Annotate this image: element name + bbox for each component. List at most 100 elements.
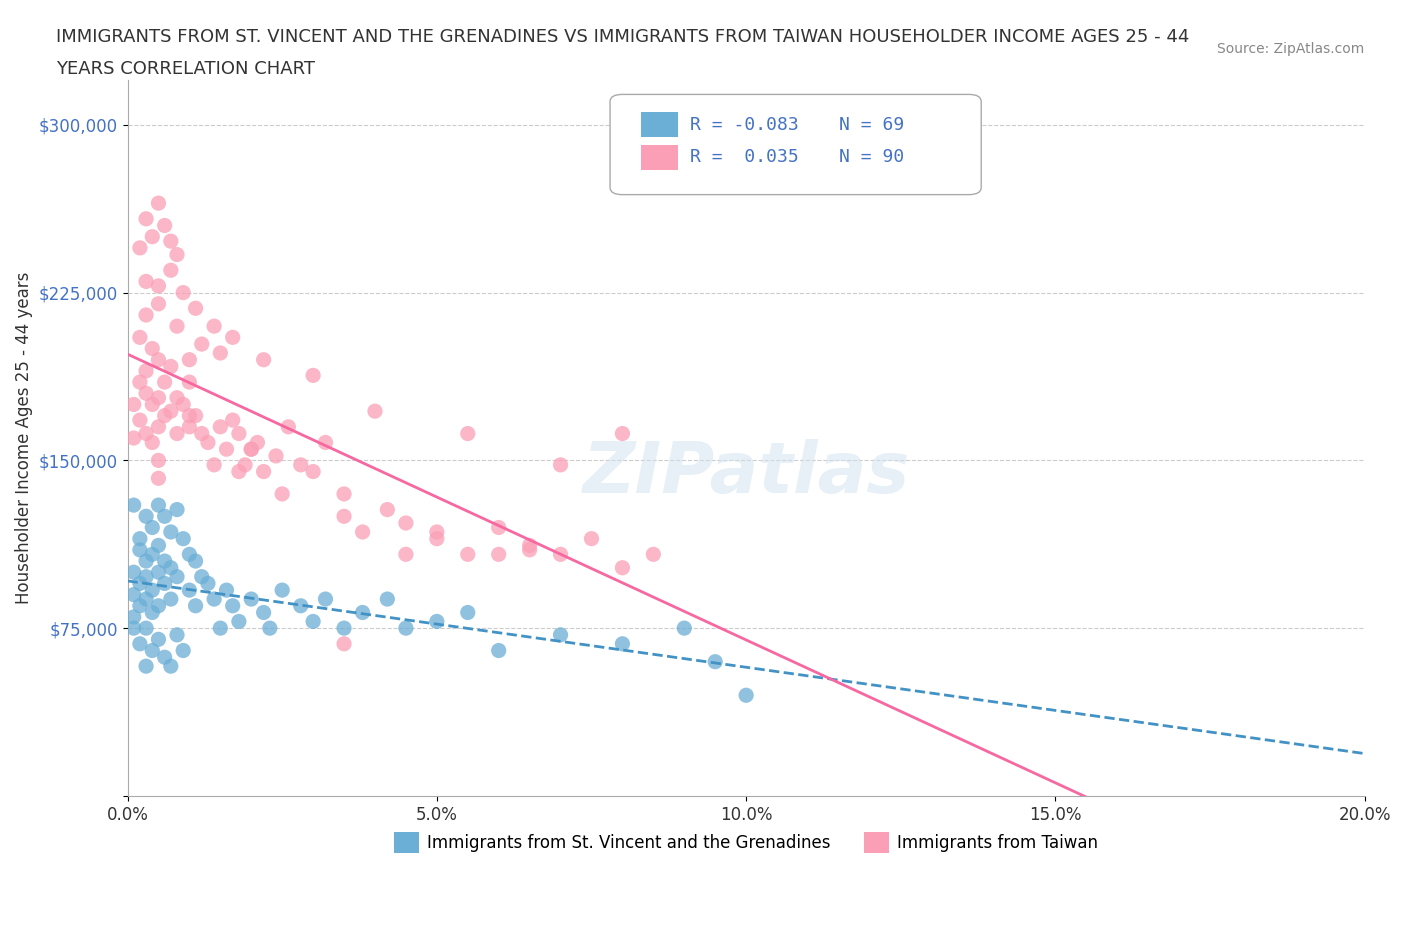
Text: N = 90: N = 90	[839, 149, 904, 166]
Point	[735, 688, 758, 703]
Point	[277, 419, 299, 434]
Point	[141, 341, 163, 356]
Point	[160, 525, 183, 539]
Point	[122, 609, 145, 624]
Y-axis label: Householder Income Ages 25 - 44 years: Householder Income Ages 25 - 44 years	[15, 272, 32, 604]
Text: ZIPatlas: ZIPatlas	[582, 439, 910, 509]
Point	[160, 233, 183, 248]
Point	[333, 620, 356, 635]
Point	[395, 547, 418, 562]
Point	[550, 547, 572, 562]
Point	[197, 576, 219, 591]
Point	[135, 553, 157, 568]
Point	[135, 569, 157, 584]
Point	[228, 464, 250, 479]
Point	[426, 614, 449, 629]
Point	[135, 591, 157, 606]
Point	[166, 502, 188, 517]
Point	[612, 426, 634, 441]
Point	[129, 241, 152, 256]
Point	[302, 464, 325, 479]
Point	[129, 413, 152, 428]
Point	[172, 397, 194, 412]
Point	[153, 218, 176, 232]
Point	[302, 614, 325, 629]
Point	[153, 509, 176, 524]
Point	[333, 486, 356, 501]
Point	[233, 458, 256, 472]
Point	[148, 391, 170, 405]
Point	[184, 300, 207, 315]
Bar	[641, 144, 678, 169]
Point	[129, 531, 152, 546]
Point	[673, 620, 696, 635]
Point	[333, 509, 356, 524]
Point	[215, 442, 238, 457]
Text: N = 69: N = 69	[839, 116, 904, 134]
Point	[221, 330, 243, 345]
Point	[519, 538, 541, 552]
Point	[129, 330, 152, 345]
Point	[148, 631, 170, 646]
Point	[643, 547, 665, 562]
Point	[314, 435, 336, 450]
Point	[191, 426, 214, 441]
Point	[148, 538, 170, 552]
Point	[141, 583, 163, 598]
Point	[197, 435, 219, 450]
Point	[550, 458, 572, 472]
Point	[135, 386, 157, 401]
Point	[153, 375, 176, 390]
Point	[141, 230, 163, 245]
Point	[148, 598, 170, 613]
Point	[141, 643, 163, 658]
Point	[179, 352, 201, 367]
Point	[395, 620, 418, 635]
Point	[148, 419, 170, 434]
Point	[141, 397, 163, 412]
Point	[135, 620, 157, 635]
Point	[488, 520, 510, 535]
Point	[141, 547, 163, 562]
Point	[704, 655, 727, 670]
Point	[221, 413, 243, 428]
Point	[148, 297, 170, 312]
Point	[141, 435, 163, 450]
Point	[352, 605, 374, 620]
Point	[271, 583, 294, 598]
Point	[202, 458, 225, 472]
Point	[375, 591, 398, 606]
Point	[202, 319, 225, 334]
Point	[612, 636, 634, 651]
Point	[191, 337, 214, 352]
Point	[179, 408, 201, 423]
Point	[160, 658, 183, 673]
Point	[375, 502, 398, 517]
Point	[135, 274, 157, 289]
Point	[129, 542, 152, 557]
Point	[259, 620, 281, 635]
Point	[246, 435, 269, 450]
Point	[179, 547, 201, 562]
Point	[122, 431, 145, 445]
Point	[519, 542, 541, 557]
Point	[129, 375, 152, 390]
Point	[179, 583, 201, 598]
Point	[148, 453, 170, 468]
Point	[179, 375, 201, 390]
Point	[166, 319, 188, 334]
Point	[426, 531, 449, 546]
Point	[153, 650, 176, 665]
Point	[148, 565, 170, 579]
Point	[172, 531, 194, 546]
Point	[240, 442, 263, 457]
Point	[252, 605, 274, 620]
Point	[129, 598, 152, 613]
Point	[122, 397, 145, 412]
Point	[172, 286, 194, 300]
Point	[122, 498, 145, 512]
Point	[141, 605, 163, 620]
Point	[221, 598, 243, 613]
Point	[153, 553, 176, 568]
Point	[488, 547, 510, 562]
